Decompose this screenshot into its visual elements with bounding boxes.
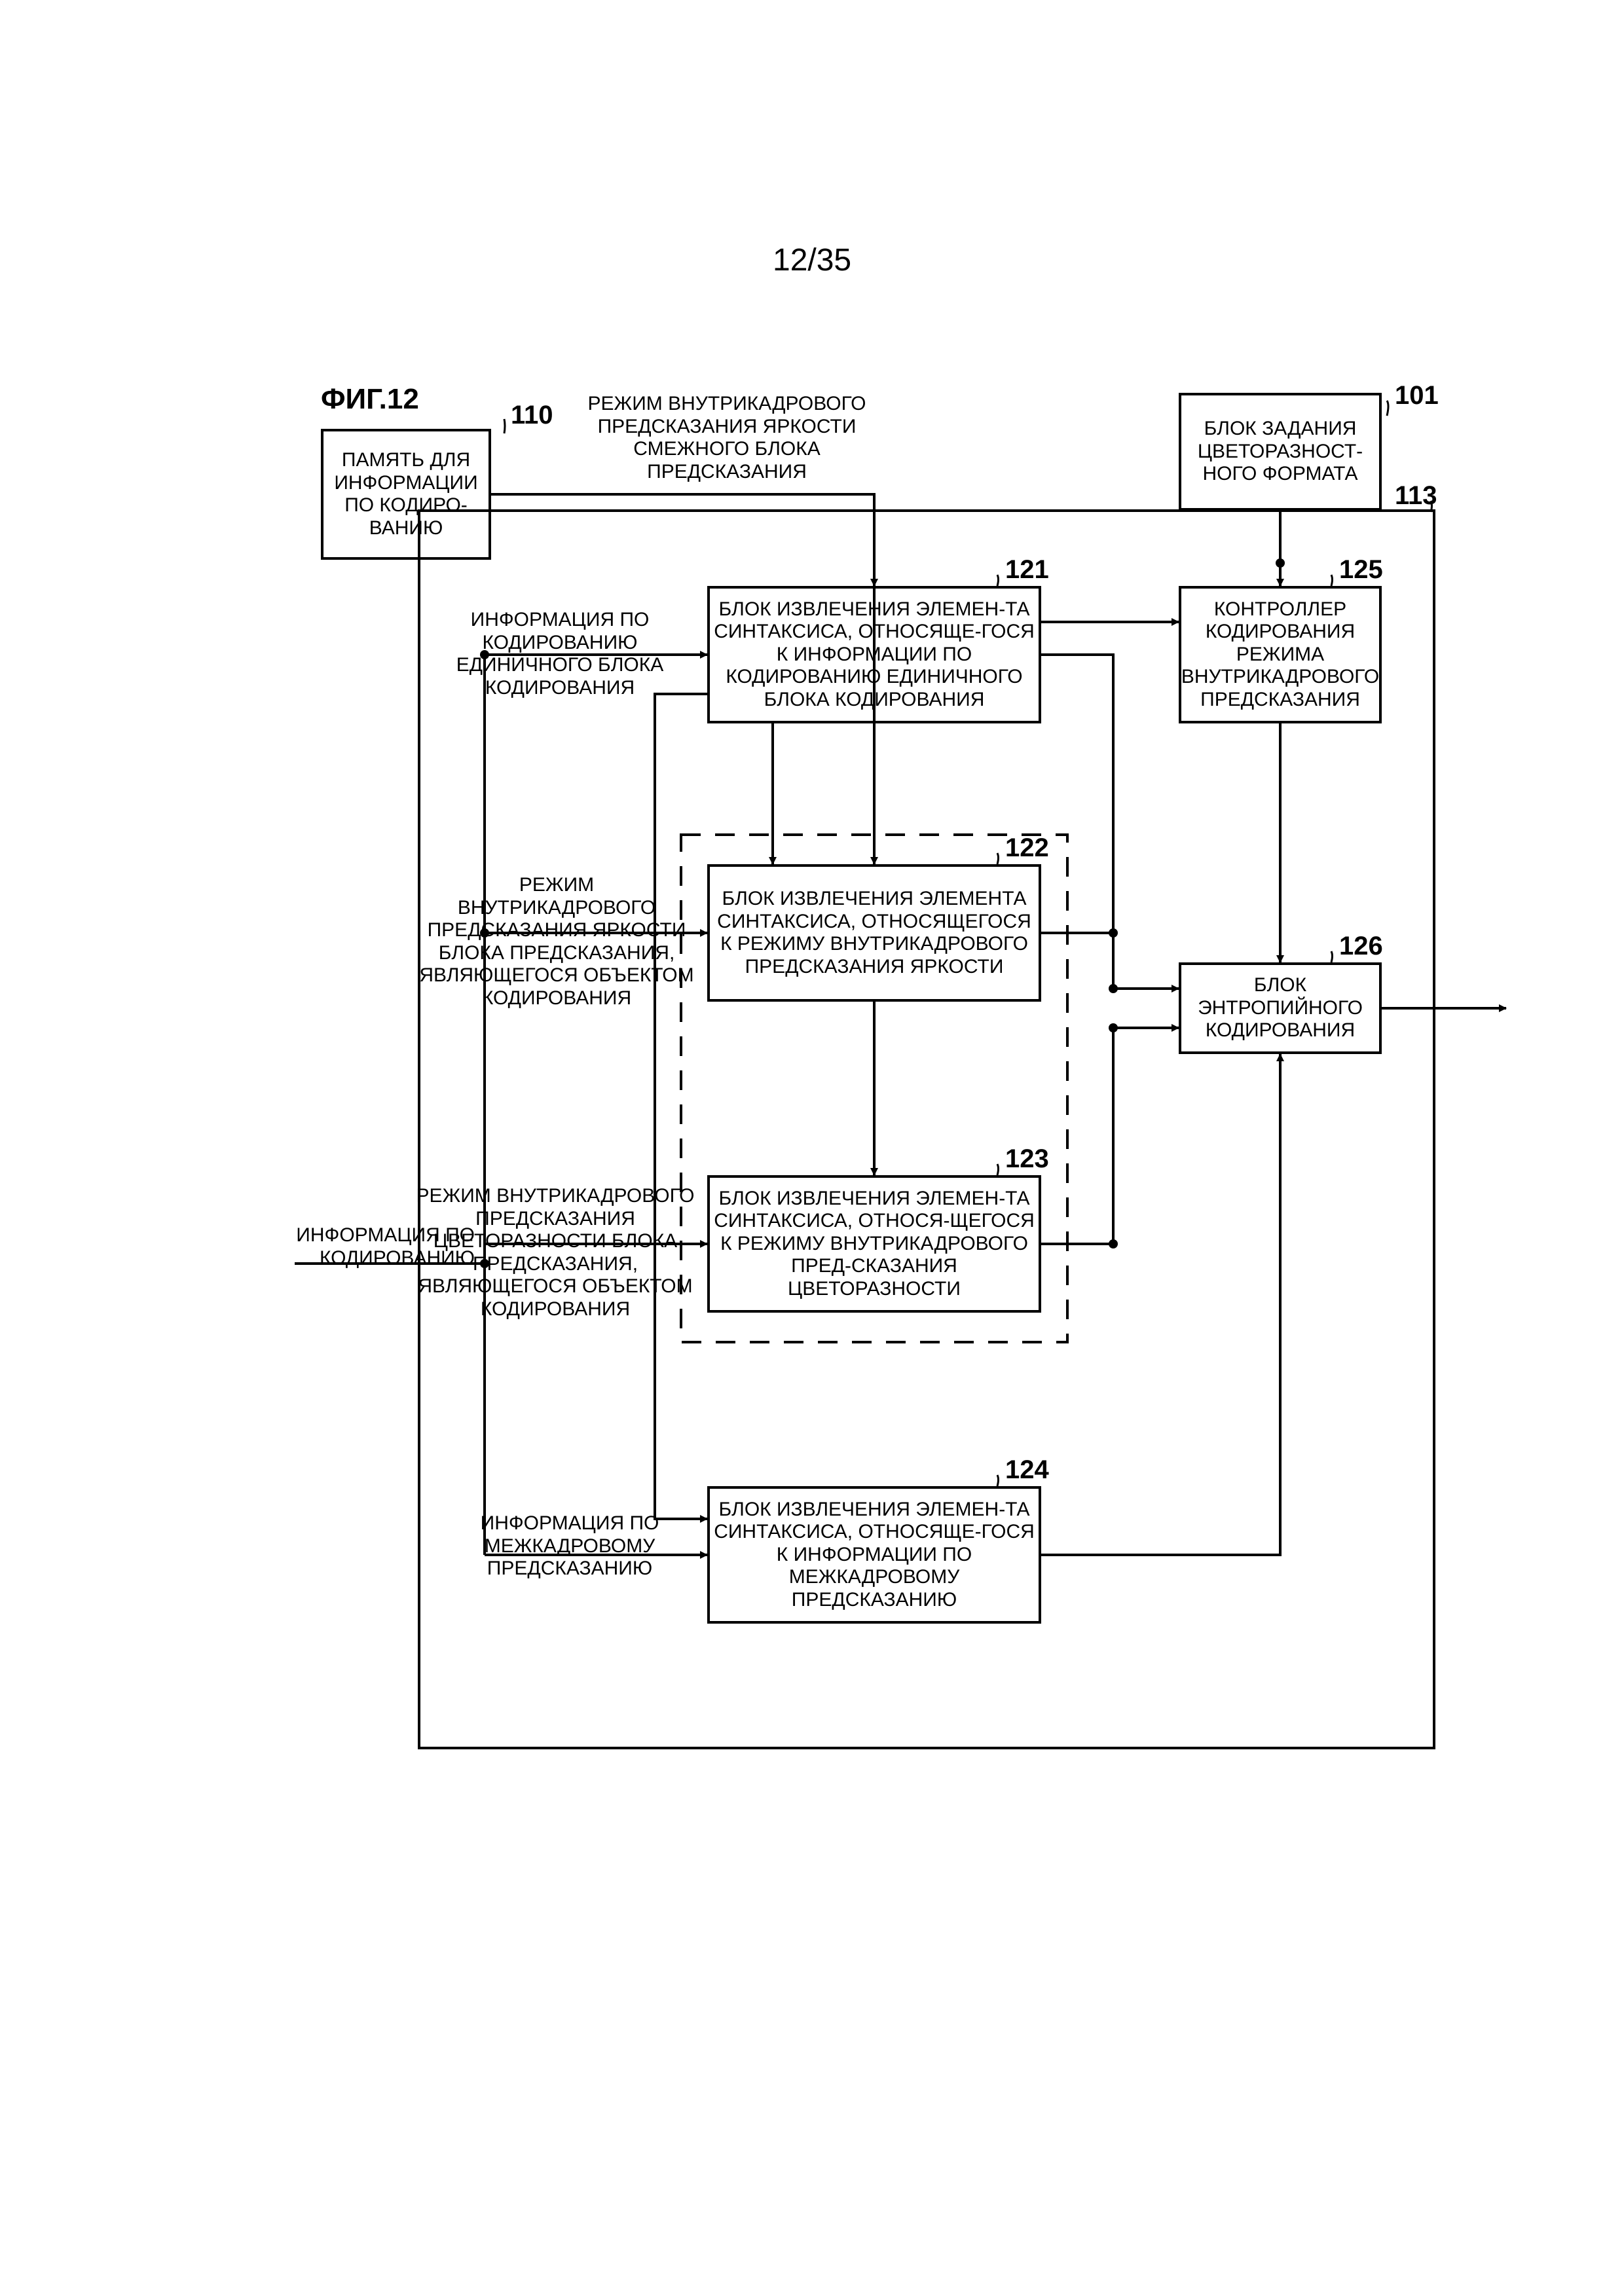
container-113 <box>419 511 1434 1748</box>
leader-101 <box>1387 401 1388 416</box>
diagram-svg <box>0 0 1624 2296</box>
page: 12/35 ФИГ.12 ПАМЯТЬ ДЛЯ ИНФОРМАЦИИ ПО КО… <box>0 0 1624 2296</box>
leader-110 <box>504 419 505 433</box>
line-123-up <box>1041 1028 1113 1244</box>
leader-121 <box>997 575 999 586</box>
leader-122 <box>997 853 999 864</box>
leader-113 <box>1431 501 1432 512</box>
leader-124 <box>997 1475 999 1486</box>
leader-126 <box>1331 951 1333 962</box>
node-bus-1930 <box>480 1259 489 1268</box>
line-121-down <box>1041 655 1113 989</box>
leader-125 <box>1331 575 1333 586</box>
arrow-124-to-126 <box>1041 1054 1280 1555</box>
leader-123 <box>997 1164 999 1175</box>
line-110-horiz <box>491 494 874 511</box>
